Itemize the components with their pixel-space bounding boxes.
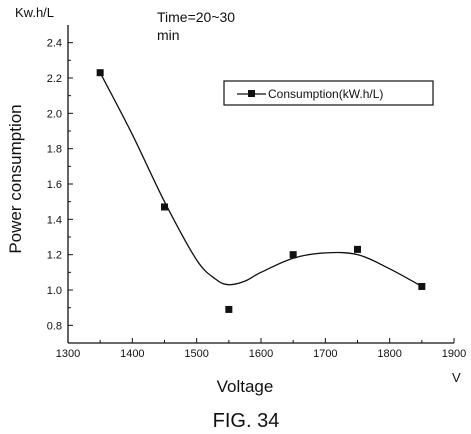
y-tick-label: 1.0 (47, 285, 62, 297)
y-tick-label: 2.0 (47, 108, 62, 120)
data-point (354, 245, 361, 253)
y-unit-label: Kw.h/L (15, 5, 54, 20)
data-point (289, 251, 297, 259)
data-point (161, 203, 168, 211)
x-tick-label: 1500 (184, 348, 208, 360)
x-unit-label: V (452, 370, 461, 385)
y-tick-label: 0.8 (47, 320, 62, 332)
legend: Consumption(kW.h/L) (223, 80, 434, 106)
y-ticks: 0.8 1.0 1.2 1.4 1.6 1.8 2.0 2.2 2.4 (47, 38, 73, 332)
legend-label: Consumption(kW.h/L) (268, 87, 383, 101)
x-tick-label: 1800 (377, 348, 401, 360)
x-axis-title: Voltage (217, 377, 274, 396)
x-tick-label: 1300 (56, 348, 80, 360)
x-tick-label: 1700 (313, 348, 337, 360)
axes (67, 25, 454, 344)
y-tick-label: 1.2 (47, 250, 62, 262)
data-point (225, 305, 233, 313)
x-tick-label: 1400 (120, 348, 144, 360)
legend-marker (248, 90, 255, 97)
y-tick-label: 2.2 (47, 73, 62, 85)
legend-box (223, 80, 434, 106)
y-tick-label: 1.4 (47, 214, 62, 226)
data-points (96, 69, 426, 313)
y-axis-title: Power consumption (6, 104, 25, 253)
data-point (96, 69, 104, 77)
y-tick-label: 2.4 (47, 38, 62, 50)
y-tick-label: 1.6 (47, 179, 62, 191)
x-tick-label: 1600 (249, 348, 273, 360)
annotation-line-2: min (157, 27, 180, 43)
fit-curve (99, 72, 423, 288)
annotation-line-1: Time=20~30 (157, 9, 235, 25)
y-tick-label: 1.8 (47, 144, 62, 156)
data-point (418, 282, 426, 290)
figure-caption: FIG. 34 (213, 410, 280, 432)
x-tick-label: 1900 (442, 348, 466, 360)
x-ticks: 1300 1400 1500 1600 1700 1800 1900 (56, 338, 466, 360)
